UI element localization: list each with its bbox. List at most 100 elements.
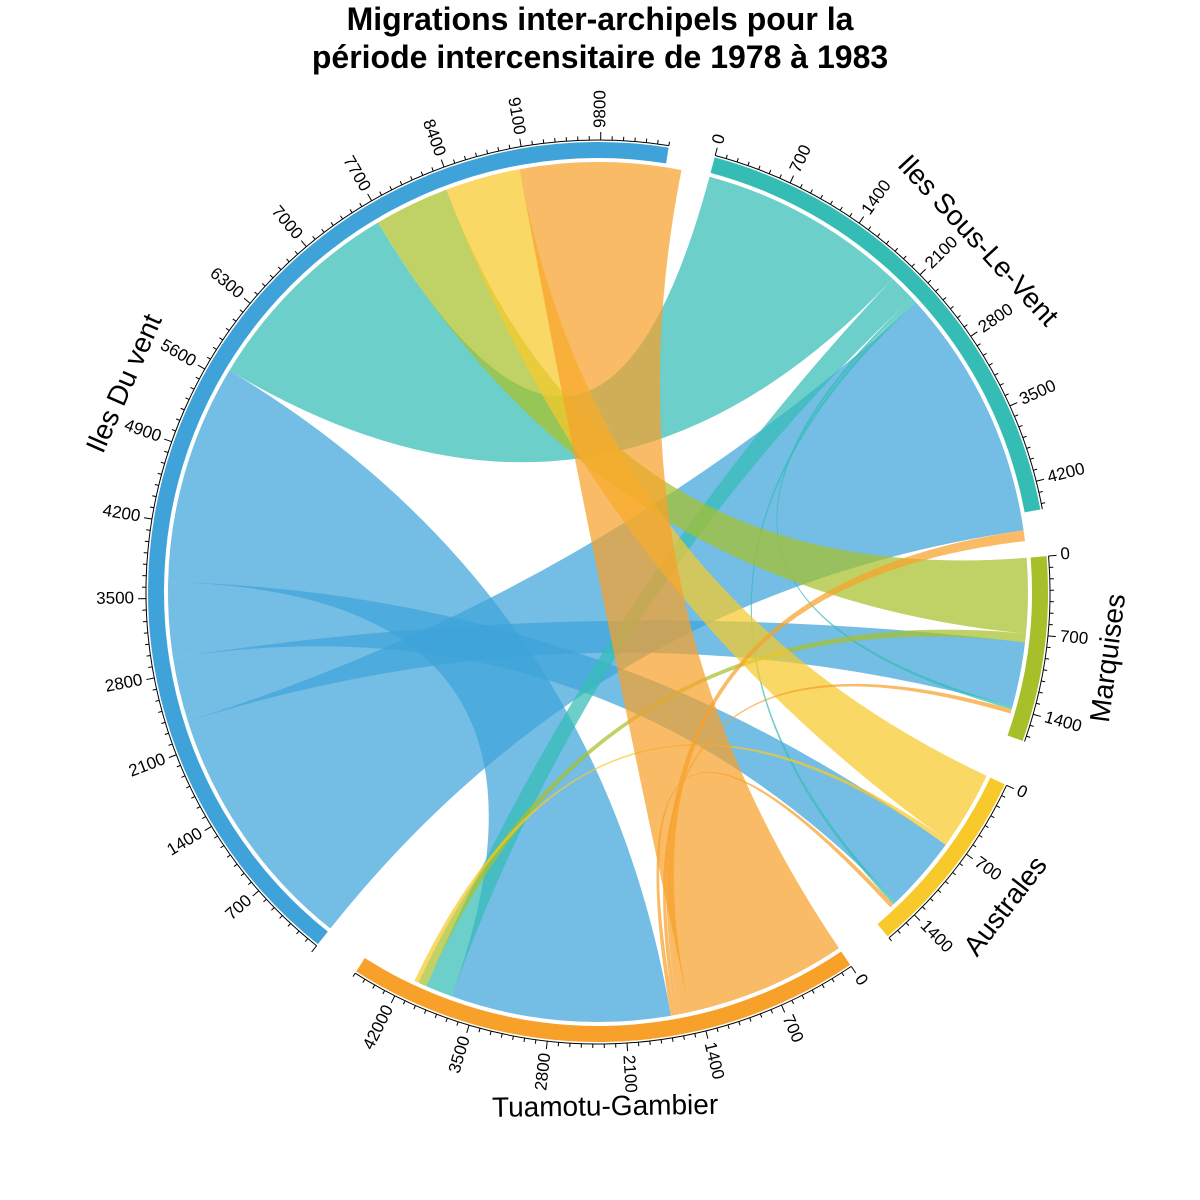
minor-tick (736, 157, 739, 163)
minor-tick (1041, 680, 1046, 683)
tick-label-iles-du-vent: 6300 (206, 263, 247, 302)
chart-title-line-1: Migrations inter-archipels pour la (346, 1, 854, 37)
minor-tick (839, 206, 843, 211)
tick-label-marquises: 700 (1059, 627, 1089, 649)
tick-label-iles-sous-le-vent: 1400 (857, 176, 894, 218)
minor-tick (294, 250, 299, 255)
minor-tick (233, 863, 238, 867)
major-tick (367, 193, 373, 202)
major-tick (146, 677, 155, 681)
tick-label-iles-du-vent: 7000 (268, 202, 307, 243)
tick-label-australes: 1400 (917, 916, 957, 956)
minor-tick (1022, 435, 1027, 439)
minor-tick (799, 184, 803, 189)
minor-tick (158, 710, 163, 713)
major-tick (1006, 784, 1015, 790)
minor-tick (410, 176, 413, 181)
tick-label-iles-sous-le-vent: 0 (708, 132, 729, 146)
minor-tick (287, 923, 292, 927)
sector-arcs (148, 141, 1048, 1042)
minor-tick (402, 1000, 406, 1005)
minor-tick (219, 337, 224, 341)
minor-tick (694, 1033, 697, 1038)
tick-label-iles-du-vent: 9100 (504, 96, 529, 137)
minor-tick (821, 984, 825, 989)
chord-australes-to-iles-du-vent (446, 169, 987, 842)
tick-label-iles-sous-le-vent: 4200 (1045, 459, 1086, 487)
minor-tick (171, 429, 176, 432)
minor-tick (240, 872, 245, 877)
tick-label-iles-du-vent: 7700 (339, 152, 374, 194)
minor-tick (206, 356, 211, 360)
minor-tick (749, 1017, 752, 1022)
minor-tick (929, 898, 934, 902)
minor-tick (312, 235, 316, 240)
minor-tick (725, 154, 728, 159)
minor-tick (1014, 414, 1019, 417)
minor-tick (768, 169, 772, 174)
minor-tick (801, 995, 805, 1000)
minor-tick (500, 1033, 503, 1038)
minor-tick (944, 880, 949, 885)
minor-tick (180, 407, 185, 411)
tick-label-tuamotu-gambier: 1400 (701, 1040, 728, 1081)
tick-label-iles-du-vent: 2800 (103, 670, 144, 696)
major-tick (390, 995, 396, 1004)
major-tick (143, 517, 153, 520)
minor-tick (497, 147, 500, 152)
tick-label-iles-du-vent: 9800 (590, 90, 609, 128)
minor-tick (1041, 502, 1046, 505)
chart-title: Migrations inter-archipels pour la pério… (0, 0, 1200, 76)
major-tick (204, 825, 212, 831)
minor-tick (957, 315, 961, 319)
chord-iles-du-vent-to-tuamotu-gambier (168, 370, 671, 1023)
minor-tick (660, 1039, 663, 1044)
minor-tick (149, 506, 155, 509)
tick-label-tuamotu-gambier: 3500 (445, 1034, 474, 1076)
major-tick (914, 914, 921, 921)
minor-tick (877, 233, 881, 238)
minor-tick (148, 666, 153, 668)
minor-tick (349, 209, 353, 213)
minor-tick (154, 484, 159, 486)
minor-tick (186, 785, 191, 789)
minor-tick (1029, 457, 1035, 460)
minor-tick (269, 274, 274, 279)
minor-tick (389, 186, 393, 191)
major-tick (1009, 402, 1018, 407)
minor-tick (239, 309, 244, 313)
minor-tick (359, 202, 363, 207)
minor-tick (927, 279, 932, 284)
minor-tick (849, 212, 853, 217)
minor-tick (1035, 702, 1041, 705)
minor-tick (508, 144, 511, 149)
major-tick (970, 331, 978, 337)
minor-tick (146, 655, 151, 657)
minor-tick (996, 805, 1001, 808)
minor-tick (791, 1000, 795, 1005)
minor-tick (202, 816, 206, 819)
major-tick (626, 1043, 629, 1052)
minor-tick (988, 362, 993, 366)
minor-tick (942, 297, 947, 301)
chord-iles-sous-le-vent-to-tuamotu-gambier (426, 278, 912, 997)
minor-tick (1045, 658, 1050, 660)
sector-axis-tuamotu-gambier (354, 965, 852, 1045)
minor-tick (512, 1035, 514, 1041)
major-tick (1048, 554, 1057, 557)
major-tick (858, 216, 865, 224)
tick-label-marquises: 1400 (1042, 707, 1084, 736)
minor-tick (226, 854, 231, 858)
minor-tick (161, 721, 166, 724)
major-tick (789, 175, 795, 184)
minor-tick (830, 200, 833, 205)
minor-tick (738, 1021, 741, 1026)
minor-tick (164, 732, 169, 735)
tick-label-australes: 700 (971, 853, 1005, 885)
tick-label-marquises: 0 (1060, 544, 1071, 564)
major-tick (781, 1004, 786, 1013)
tick-label-iles-du-vent: 5600 (157, 335, 199, 370)
minor-tick (213, 835, 218, 839)
minor-tick (770, 1009, 773, 1014)
major-tick (311, 945, 318, 953)
